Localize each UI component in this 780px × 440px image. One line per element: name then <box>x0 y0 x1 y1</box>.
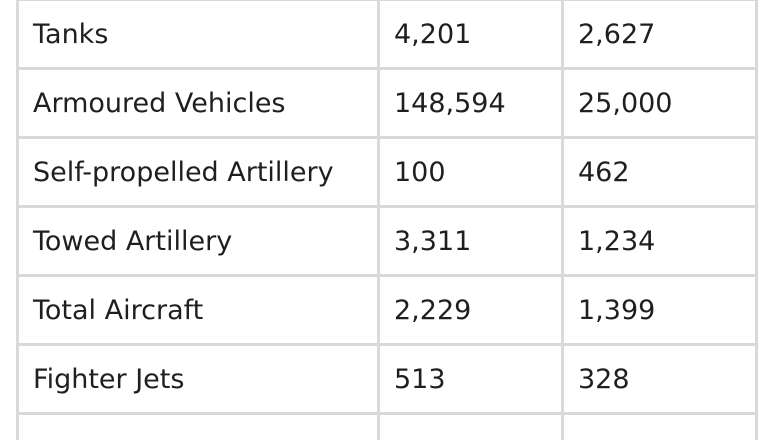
row-value-1: 4,201 <box>377 0 564 70</box>
row-value-1 <box>377 412 564 440</box>
row-label: Total Aircraft <box>16 274 380 346</box>
row-value-1: 2,229 <box>377 274 564 346</box>
row-label: Self-propelled Artillery <box>16 136 380 208</box>
table-row: Self-propelled Artillery 100 462 <box>16 136 758 208</box>
row-value-2: 328 <box>561 343 758 415</box>
row-value-2: 25,000 <box>561 67 758 139</box>
row-label: Fighter Jets <box>16 343 380 415</box>
row-value-2: 1,234 <box>561 205 758 277</box>
row-value-2: 2,627 <box>561 0 758 70</box>
row-value-2: 462 <box>561 136 758 208</box>
row-label: Towed Artillery <box>16 205 380 277</box>
row-value-2: 1,399 <box>561 274 758 346</box>
military-stats-table: Tanks 4,201 2,627 Armoured Vehicles 148,… <box>16 0 758 440</box>
row-value-1: 100 <box>377 136 564 208</box>
table-row-cut-off <box>16 412 758 440</box>
table-row: Tanks 4,201 2,627 <box>16 0 758 70</box>
row-label: Tanks <box>16 0 380 70</box>
table-row: Towed Artillery 3,311 1,234 <box>16 205 758 277</box>
row-label: Armoured Vehicles <box>16 67 380 139</box>
table-row: Armoured Vehicles 148,594 25,000 <box>16 67 758 139</box>
table-row: Total Aircraft 2,229 1,399 <box>16 274 758 346</box>
row-label <box>16 412 380 440</box>
row-value-1: 148,594 <box>377 67 564 139</box>
row-value-2 <box>561 412 758 440</box>
row-value-1: 3,311 <box>377 205 564 277</box>
row-value-1: 513 <box>377 343 564 415</box>
table-row: Fighter Jets 513 328 <box>16 343 758 415</box>
